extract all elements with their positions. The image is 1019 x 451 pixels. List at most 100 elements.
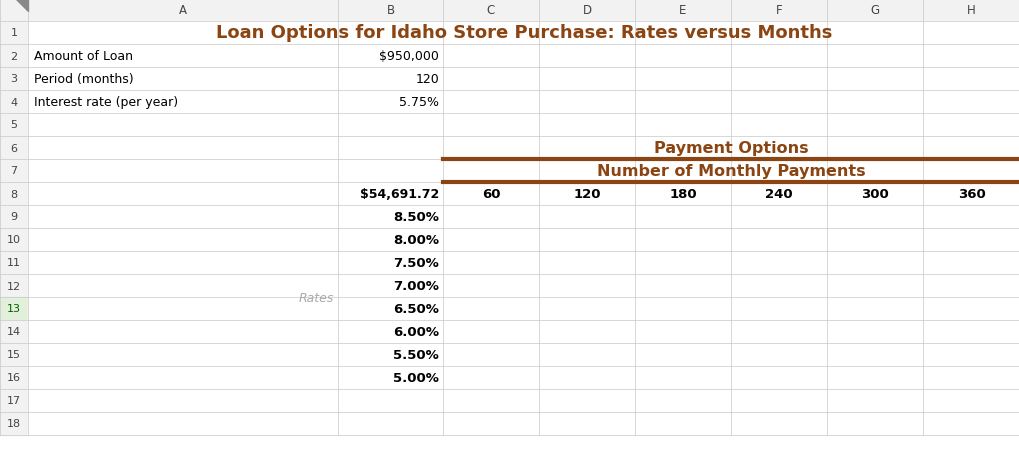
Bar <box>538 22 635 45</box>
Bar <box>28 343 337 366</box>
Bar <box>0 297 28 320</box>
Bar <box>337 412 442 435</box>
Bar <box>731 366 826 389</box>
Bar <box>337 22 442 45</box>
Bar <box>337 297 442 320</box>
Bar <box>538 206 635 229</box>
Bar <box>442 274 538 297</box>
Text: 240: 240 <box>764 188 792 201</box>
Text: G: G <box>869 5 878 18</box>
Text: 2: 2 <box>10 51 17 61</box>
Bar <box>826 91 922 114</box>
Bar <box>0 68 28 91</box>
Bar <box>922 343 1019 366</box>
Text: 17: 17 <box>7 396 21 405</box>
Text: Interest rate (per year): Interest rate (per year) <box>34 96 178 109</box>
Text: 14: 14 <box>7 327 21 337</box>
Text: Rates: Rates <box>299 291 333 304</box>
Bar <box>922 252 1019 274</box>
Bar <box>442 252 538 274</box>
Bar <box>337 252 442 274</box>
Bar <box>28 137 337 160</box>
Bar <box>538 320 635 343</box>
Bar <box>442 297 538 320</box>
Bar <box>538 91 635 114</box>
Text: Number of Monthly Payments: Number of Monthly Payments <box>596 164 865 179</box>
Bar <box>826 229 922 252</box>
Bar <box>922 206 1019 229</box>
Bar <box>538 297 635 320</box>
Bar <box>337 183 442 206</box>
Bar <box>635 343 731 366</box>
Text: $950,000: $950,000 <box>379 50 438 63</box>
Bar <box>0 45 28 68</box>
Bar <box>28 366 337 389</box>
Bar <box>538 114 635 137</box>
Bar <box>922 137 1019 160</box>
Bar <box>635 206 731 229</box>
Bar <box>442 389 538 412</box>
Text: 6.50%: 6.50% <box>392 302 438 315</box>
Text: 7.00%: 7.00% <box>392 279 438 292</box>
Bar <box>731 320 826 343</box>
Text: A: A <box>178 5 186 18</box>
Bar <box>731 343 826 366</box>
Bar <box>731 183 826 206</box>
Bar <box>826 114 922 137</box>
Bar <box>635 297 731 320</box>
Bar <box>442 68 538 91</box>
Bar <box>0 229 28 252</box>
Text: 15: 15 <box>7 350 21 360</box>
Text: 8: 8 <box>10 189 17 199</box>
Bar <box>0 0 1019 22</box>
Text: 5.50%: 5.50% <box>393 348 438 361</box>
Bar <box>442 366 538 389</box>
Bar <box>826 343 922 366</box>
Bar <box>337 274 442 297</box>
Bar <box>826 68 922 91</box>
Bar <box>337 45 442 68</box>
Bar <box>635 22 731 45</box>
Bar <box>922 68 1019 91</box>
Bar <box>826 412 922 435</box>
Text: 360: 360 <box>957 188 984 201</box>
Text: 18: 18 <box>7 419 21 428</box>
Bar <box>635 183 731 206</box>
Text: 6.00%: 6.00% <box>392 325 438 338</box>
Bar <box>442 206 538 229</box>
Bar <box>922 183 1019 206</box>
Bar <box>337 229 442 252</box>
Bar <box>0 389 28 412</box>
Bar <box>922 22 1019 45</box>
Bar <box>442 229 538 252</box>
Bar <box>28 412 337 435</box>
Bar <box>337 91 442 114</box>
Bar <box>442 412 538 435</box>
Bar <box>731 206 826 229</box>
Bar <box>922 274 1019 297</box>
Text: Loan Options for Idaho Store Purchase: Rates versus Months: Loan Options for Idaho Store Purchase: R… <box>216 24 832 42</box>
Bar <box>635 320 731 343</box>
Bar <box>442 343 538 366</box>
Text: E: E <box>679 5 686 18</box>
Text: Payment Options: Payment Options <box>653 141 808 156</box>
Bar <box>337 206 442 229</box>
Bar <box>28 45 337 68</box>
Bar <box>28 160 337 183</box>
Bar <box>0 252 28 274</box>
Bar <box>731 389 826 412</box>
Bar <box>538 183 635 206</box>
Bar <box>28 252 337 274</box>
Bar <box>0 206 28 229</box>
Bar <box>635 252 731 274</box>
Text: 12: 12 <box>7 281 21 291</box>
Text: 120: 120 <box>573 188 600 201</box>
Text: F: F <box>774 5 782 18</box>
Bar <box>731 22 826 45</box>
Text: 180: 180 <box>668 188 696 201</box>
Bar <box>0 183 28 206</box>
Bar <box>922 412 1019 435</box>
Text: 3: 3 <box>10 74 17 84</box>
Bar <box>922 320 1019 343</box>
Bar <box>0 274 28 297</box>
